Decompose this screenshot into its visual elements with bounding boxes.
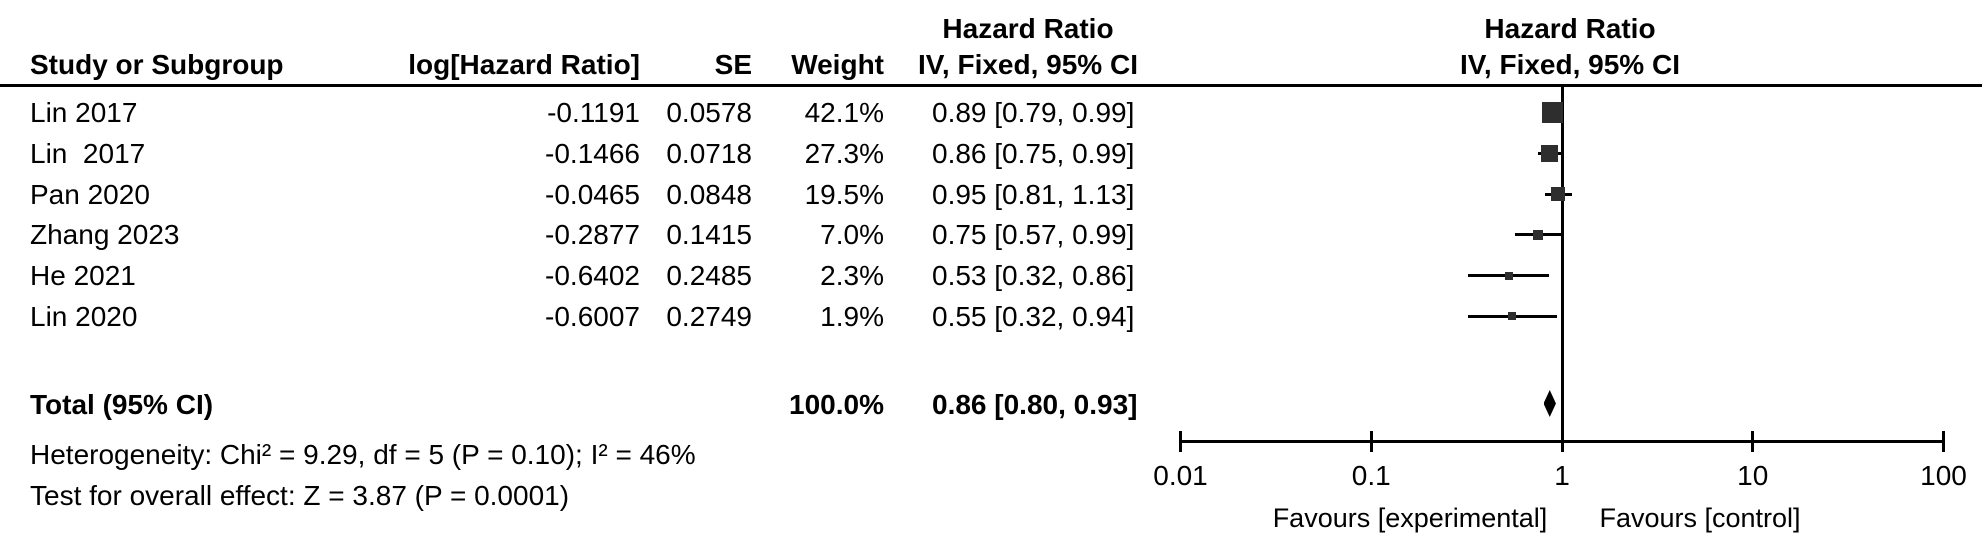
ci-text: 0.53 [0.32, 0.86] [932,260,1135,292]
se-value: 0.2485 [666,260,752,292]
heterogeneity-note: Heterogeneity: Chi² = 9.29, df = 5 (P = … [30,439,696,470]
study-label: Lin 2017 [30,137,146,169]
table-row: Lin 2017 -0.1466 0.0718 27.3% 0.86 [0.75, 0.… [0,133,1982,174]
study-label: Lin 2020 [30,301,138,332]
weight-column-header: Weight [791,49,884,80]
favours-control-label: Favours [control] [1599,503,1801,533]
study-label: Zhang 2023 [30,219,180,251]
ci-text: 0.55 [0.32, 0.94] [932,301,1135,332]
study-column-header: Study or Subgroup [30,49,284,80]
effect-square [1541,144,1558,162]
weight-value: 27.3% [804,137,884,169]
axis-tick [1179,431,1182,452]
effect-square [1550,187,1565,201]
total-label: Total (95% CI) [30,389,214,420]
study-label: Lin 2017 [30,97,138,128]
se-value: 0.0848 [666,178,752,210]
log-hr-value: -0.6007 [545,301,640,332]
effect-square [1541,101,1563,123]
weight-value: 19.5% [804,178,884,210]
hazard-ratio-column-header: Hazard Ratio [942,13,1114,44]
weight-value: 7.0% [820,219,884,251]
ci-text: 0.86 [0.75, 0.99] [932,137,1135,169]
tick-label: 10 [1737,460,1769,491]
ci-text: 0.75 [0.57, 0.99] [932,219,1135,251]
table-row: He 2021 -0.6402 0.2485 2.3% 0.53 [0.32, 0.86… [0,255,1982,296]
null-line [1560,87,1564,441]
log-hr-value: -0.0465 [545,178,640,210]
log-hr-column-header: log[Hazard Ratio] [408,49,640,80]
effect-square [1533,229,1544,240]
tick-label: 100 [1920,460,1967,491]
tick-label: 0.1 [1351,460,1391,491]
ci-column-header: IV, Fixed, 95% CI [918,49,1138,80]
se-value: 0.1415 [666,219,752,251]
total-weight: 100.0% [789,389,884,420]
favours-experimental-label: Favours [experimental] [1272,503,1548,533]
se-column-header: SE [714,49,752,80]
axis-tick [1560,431,1564,452]
axis-tick [1369,431,1373,452]
ci-text: 0.89 [0.79, 0.99] [932,97,1135,128]
ci-text: 0.95 [0.81, 1.13] [932,178,1135,210]
weight-value: 1.9% [820,301,884,332]
weight-value: 42.1% [804,97,884,128]
tick-label: 1 [1554,460,1570,491]
log-hr-value: -0.1191 [547,97,640,128]
header-rule [0,84,1982,87]
table-row: Zhang 2023 -0.2877 0.1415 7.0% 0.75 [0.57, 0… [0,214,1982,255]
log-hr-value: -0.1466 [545,137,640,169]
overall-effect-note: Test for overall effect: Z = 3.87 (P = 0… [30,480,570,511]
plot-model-header: IV, Fixed, 95% CI [1460,49,1680,80]
se-value: 0.0718 [666,137,752,169]
pooled-diamond [1543,390,1556,417]
table-row: Lin 2020 -0.6007 0.2749 1.9% 0.55 [0.32, 0.9… [0,296,1982,337]
total-ci-text: 0.86 [0.80, 0.93] [932,389,1138,420]
axis-tick [1751,431,1755,452]
se-value: 0.2749 [666,301,752,332]
study-label: He 2021 [30,260,136,292]
log-hr-value: -0.2877 [545,219,640,251]
log-hr-value: -0.6402 [545,260,640,292]
se-value: 0.0578 [666,97,752,128]
tick-label: 0.01 [1153,460,1208,491]
table-row: Lin 2017 -0.1191 0.0578 42.1% 0.89 [0.79, 0.… [0,92,1982,133]
table-row: Pan 2020 -0.0465 0.0848 19.5% 0.95 [0.81, 1.… [0,174,1982,215]
weight-value: 2.3% [820,260,884,292]
effect-square [1505,271,1514,280]
plot-hazard-ratio-header: Hazard Ratio [1484,13,1656,44]
axis-tick [1942,431,1945,452]
study-label: Pan 2020 [30,178,150,210]
effect-square [1508,312,1517,321]
